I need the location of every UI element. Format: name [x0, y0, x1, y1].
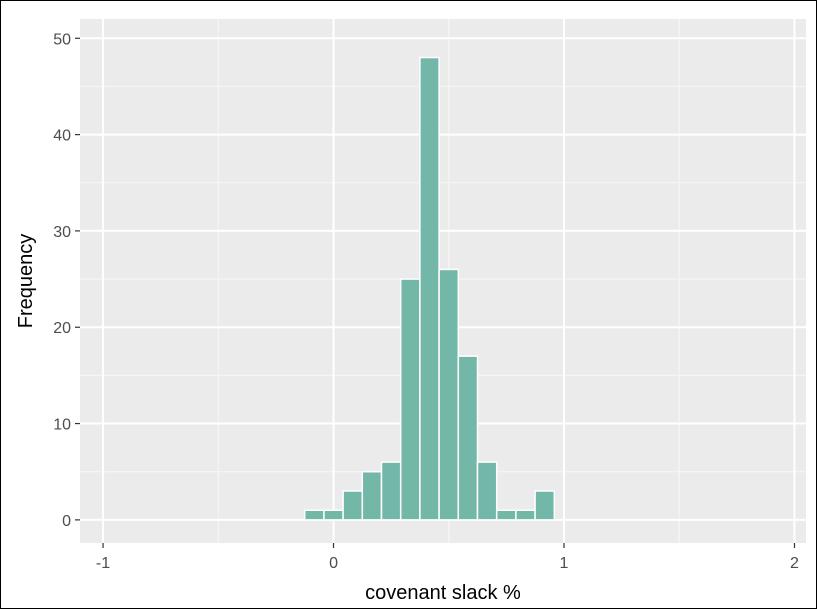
histogram-bar [515, 509, 536, 521]
y-tick-label: 0 [62, 513, 71, 530]
y-axis-title: Frequency [15, 234, 37, 329]
histogram-bar [303, 509, 325, 521]
major-gridlines [80, 19, 806, 543]
x-tick-label: 2 [790, 555, 799, 572]
x-axis: -1 0 1 2 [96, 543, 799, 572]
y-axis: 0 10 20 30 40 50 [53, 31, 80, 530]
x-tick-label: 1 [560, 555, 569, 572]
y-tick-label: 10 [53, 417, 71, 434]
y-tick-label: 40 [53, 128, 71, 145]
histogram-bar [438, 268, 460, 521]
x-axis-title: covenant slack % [365, 582, 521, 604]
y-tick-label: 50 [53, 31, 71, 48]
histogram-bar [323, 509, 344, 521]
histogram-bar [361, 470, 383, 521]
histogram-bar [380, 461, 402, 521]
y-tick-label: 20 [53, 320, 71, 337]
x-tick-label: 0 [329, 555, 338, 572]
histogram-bar [399, 278, 421, 521]
y-tick-label: 30 [53, 224, 71, 241]
histogram-bar [457, 355, 479, 521]
histogram-bar [419, 56, 440, 521]
histogram-bar [342, 490, 364, 521]
x-tick-label: -1 [96, 555, 110, 572]
histogram-bar [495, 509, 517, 521]
histogram-bar [476, 461, 498, 521]
histogram-bars [303, 56, 556, 521]
histogram-bar [534, 490, 556, 521]
